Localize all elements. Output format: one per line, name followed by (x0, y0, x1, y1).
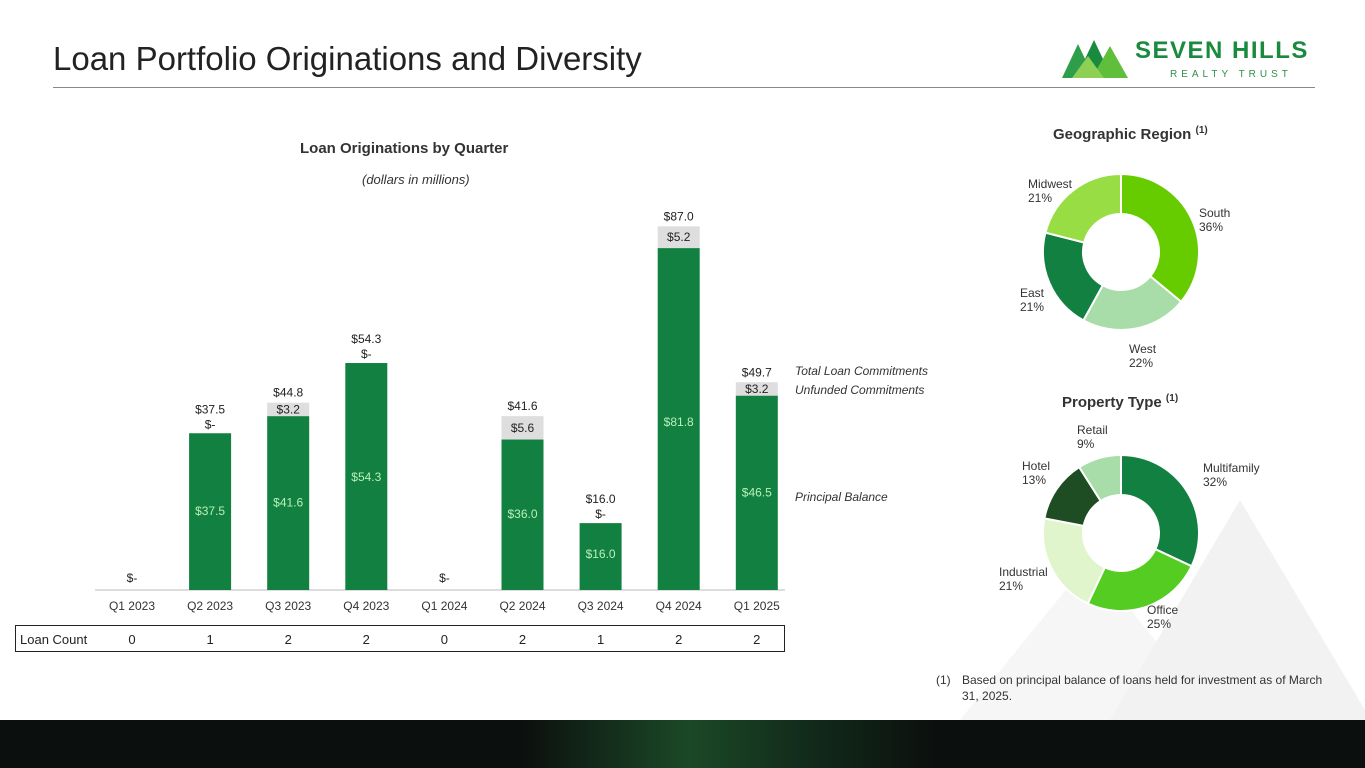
loan-count-value-8: 2 (753, 632, 761, 647)
prop-slice-label-4: Retail (1077, 423, 1108, 437)
data-label-total-3: $54.3 (351, 332, 381, 346)
prop-slice-label-1: Office (1147, 603, 1178, 617)
footer-period: Q1 2025 (1252, 18, 1302, 33)
footer-page-number: 10 (1328, 18, 1343, 33)
geo-slice-0 (1120, 172, 1200, 304)
geo-slice-label-2: East (1020, 286, 1045, 300)
bar-principal-1 (189, 433, 232, 590)
data-label-total-8: $49.7 (742, 365, 772, 379)
geo-slice-3 (1044, 172, 1122, 244)
loan-count-value-4: 0 (440, 632, 448, 647)
page-title: Loan Portfolio Originations and Diversit… (53, 40, 642, 77)
data-label-unfunded-5: $5.6 (511, 421, 535, 435)
footnote-text: Based on principal balance of loans held… (962, 673, 1323, 703)
x-tick-label-3: Q4 2023 (343, 599, 389, 613)
property-type-title: Property Type (1) (1062, 393, 1179, 411)
prop-slice-pct-0: 32% (1203, 475, 1227, 489)
data-label-total-2: $44.8 (273, 386, 303, 400)
loan-count-value-5: 2 (518, 632, 527, 647)
data-label-total-1: $37.5 (195, 402, 225, 416)
data-label-principal-1: $37.5 (195, 504, 225, 518)
bar-unfunded-8 (735, 382, 778, 396)
data-label-unfunded-7: $5.2 (667, 230, 691, 244)
loan-count-value-3: 2 (362, 632, 370, 647)
bar-principal-7 (657, 248, 700, 591)
loan-count-value-7: 2 (675, 632, 683, 647)
data-label-unfunded-1: $- (205, 417, 216, 431)
data-label-unfunded-3: $- (361, 347, 372, 361)
logo-wordmark: SEVEN HILLS (1135, 37, 1309, 64)
bar-chart-title: Loan Originations by Quarter (300, 140, 509, 157)
prop-slice-pct-3: 13% (1022, 473, 1046, 487)
logo-subtitle: REALTY TRUST (1170, 69, 1292, 80)
loan-count-label: Loan Count (20, 632, 88, 647)
geo-slice-pct-0: 36% (1199, 220, 1223, 234)
x-tick-label-7: Q4 2024 (656, 599, 702, 613)
data-label-principal-5: $36.0 (507, 507, 537, 521)
prop-slice-pct-1: 25% (1147, 617, 1171, 631)
footnote-number: (1) (936, 673, 951, 687)
data-label-principal-2: $41.6 (273, 496, 303, 510)
data-label-unfunded-6: $- (595, 507, 606, 521)
loan-count-value-2: 2 (284, 632, 292, 647)
legend-total-commitments: Total Loan Commitments (795, 364, 928, 378)
geo-slice-label-3: Midwest (1028, 177, 1073, 191)
data-label-principal-7: $81.8 (664, 415, 694, 429)
prop-slice-label-2: Industrial (999, 565, 1048, 579)
data-label-total-6: $16.0 (586, 492, 616, 506)
x-tick-label-0: Q1 2023 (109, 599, 155, 613)
prop-slice-label-3: Hotel (1022, 459, 1050, 473)
bar-principal-3 (345, 363, 388, 590)
geo-slice-label-0: South (1199, 206, 1230, 220)
x-tick-label-4: Q1 2024 (421, 599, 467, 613)
data-label-principal-3: $54.3 (351, 470, 381, 484)
data-label-total-5: $41.6 (507, 399, 537, 413)
x-tick-label-1: Q2 2023 (187, 599, 233, 613)
bar-principal-8 (735, 395, 778, 590)
loan-count-value-1: 1 (206, 632, 214, 647)
background-mountain-decoration (960, 500, 1365, 720)
data-label-unfunded-8: $3.2 (745, 382, 769, 396)
geo-slice-label-1: West (1129, 342, 1157, 356)
loan-count-value-6: 1 (596, 632, 605, 647)
prop-slice-label-0: Multifamily (1203, 461, 1260, 475)
prop-slice-1 (1086, 547, 1193, 612)
prop-slice-0 (1120, 453, 1200, 568)
bar-principal-2 (267, 416, 310, 590)
legend-principal-balance: Principal Balance (795, 490, 888, 504)
legend-unfunded-commitments: Unfunded Commitments (795, 383, 925, 397)
bar-principal-6 (579, 523, 622, 590)
geographic-region-title: Geographic Region (1) (1053, 125, 1208, 143)
bar-unfunded-7 (657, 226, 700, 249)
bar-chart-subtitle: (dollars in millions) (362, 172, 470, 187)
prop-slice-pct-2: 21% (999, 579, 1023, 593)
footer-bar (0, 720, 1365, 768)
title-divider (53, 87, 1315, 88)
x-tick-label-6: Q3 2024 (578, 599, 624, 613)
x-tick-label-8: Q1 2025 (734, 599, 780, 613)
data-label-principal-6: $16.0 (586, 547, 616, 561)
seven-hills-logo (1062, 40, 1128, 78)
geo-slice-pct-3: 21% (1028, 191, 1052, 205)
prop-slice-4 (1077, 453, 1122, 503)
geo-slice-pct-1: 22% (1129, 356, 1153, 370)
bar-unfunded-5 (501, 416, 544, 440)
bar-unfunded-2 (267, 402, 310, 417)
data-label-principal-0: $- (127, 571, 138, 585)
geo-slice-pct-2: 21% (1020, 300, 1044, 314)
data-label-principal-8: $46.5 (742, 486, 772, 500)
prop-slice-pct-4: 9% (1077, 437, 1095, 451)
footer-decoration (520, 720, 940, 768)
data-label-total-7: $87.0 (664, 209, 694, 223)
charts-canvas: $-Q1 2023$37.5$-$37.5Q2 2023$41.6$3.2$44… (95, 172, 1260, 631)
loan-count-value-0: 0 (128, 632, 136, 647)
data-label-principal-4: $- (439, 571, 450, 585)
loan-count-table (15, 625, 785, 652)
x-tick-label-5: Q2 2024 (499, 599, 545, 613)
x-tick-label-2: Q3 2023 (265, 599, 311, 613)
footer-section-label: FINANCIAL RESULTS (60, 15, 194, 30)
bar-principal-5 (501, 439, 544, 590)
data-label-unfunded-2: $3.2 (277, 402, 301, 416)
